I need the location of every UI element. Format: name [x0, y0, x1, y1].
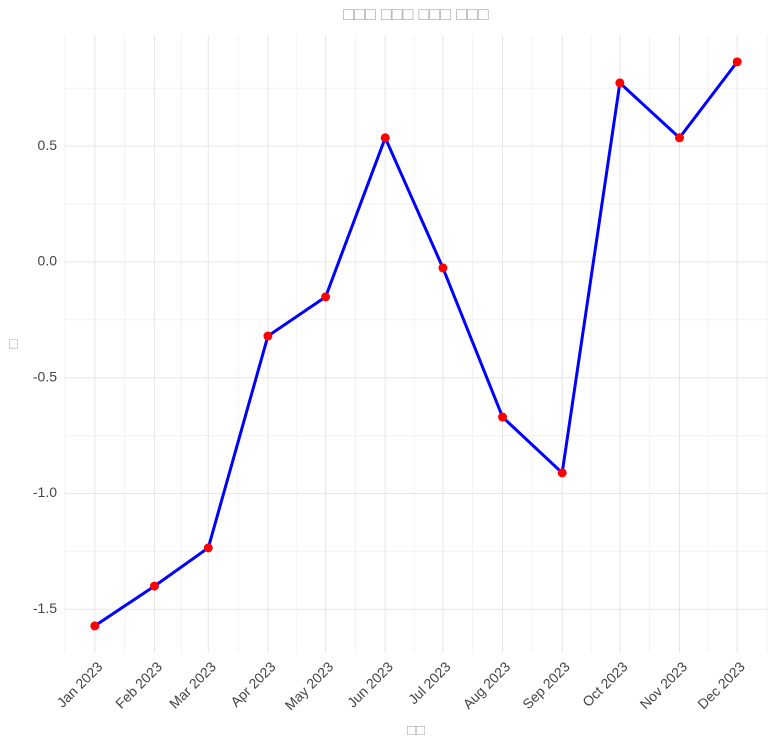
x-tick-label: Jan 2023: [54, 658, 106, 710]
point: [438, 263, 448, 273]
line: [93, 60, 739, 628]
point: [674, 133, 684, 143]
y-axis-label: □: [5, 339, 22, 348]
x-tick-label: Aug 2023: [460, 658, 514, 712]
point: [90, 621, 100, 631]
point: [498, 412, 508, 422]
x-tick-label: Jul 2023: [405, 658, 454, 707]
chart-title: □□□ □□□ □□□ □□□: [343, 4, 489, 24]
point: [615, 78, 625, 88]
x-axis-label: □□: [407, 722, 425, 739]
y-tick-label: -1.5: [33, 600, 57, 616]
x-tick-label: Oct 2023: [579, 658, 631, 710]
point: [263, 331, 273, 341]
x-tick-label: Feb 2023: [112, 658, 165, 711]
x-tick-label: Apr 2023: [227, 658, 279, 710]
x-tick-label: Mar 2023: [166, 658, 219, 711]
point: [380, 133, 390, 143]
point: [557, 468, 567, 478]
point: [732, 57, 742, 67]
point: [149, 581, 159, 591]
point: [321, 292, 331, 302]
x-tick-label: Dec 2023: [694, 658, 748, 712]
y-tick-label: 0.5: [38, 137, 58, 153]
x-tick-label: Sep 2023: [519, 658, 573, 712]
y-tick-label: 0.0: [38, 253, 58, 269]
point: [203, 543, 213, 553]
x-tick-label: Nov 2023: [637, 658, 691, 712]
y-tick-label: -1.0: [33, 484, 57, 500]
x-tick-label: Jun 2023: [344, 658, 396, 710]
y-tick-label: -0.5: [33, 368, 57, 384]
x-tick-label: May 2023: [282, 658, 337, 713]
